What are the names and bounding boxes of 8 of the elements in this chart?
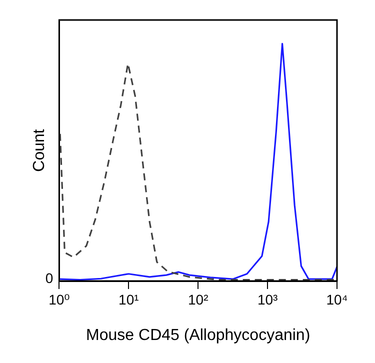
x-tick-label: 10⁰: [48, 291, 70, 308]
x-tick-label: 10¹: [118, 291, 140, 308]
text: 0: [45, 270, 54, 286]
x-tick-label: 10⁴: [326, 291, 348, 308]
x-axis-title: Mouse CD45 (Allophycocyanin): [86, 326, 310, 344]
x-tick-label: 10²: [188, 291, 209, 308]
y-axis-title: Count: [31, 128, 48, 172]
x-tick-label: 10³: [257, 291, 278, 308]
